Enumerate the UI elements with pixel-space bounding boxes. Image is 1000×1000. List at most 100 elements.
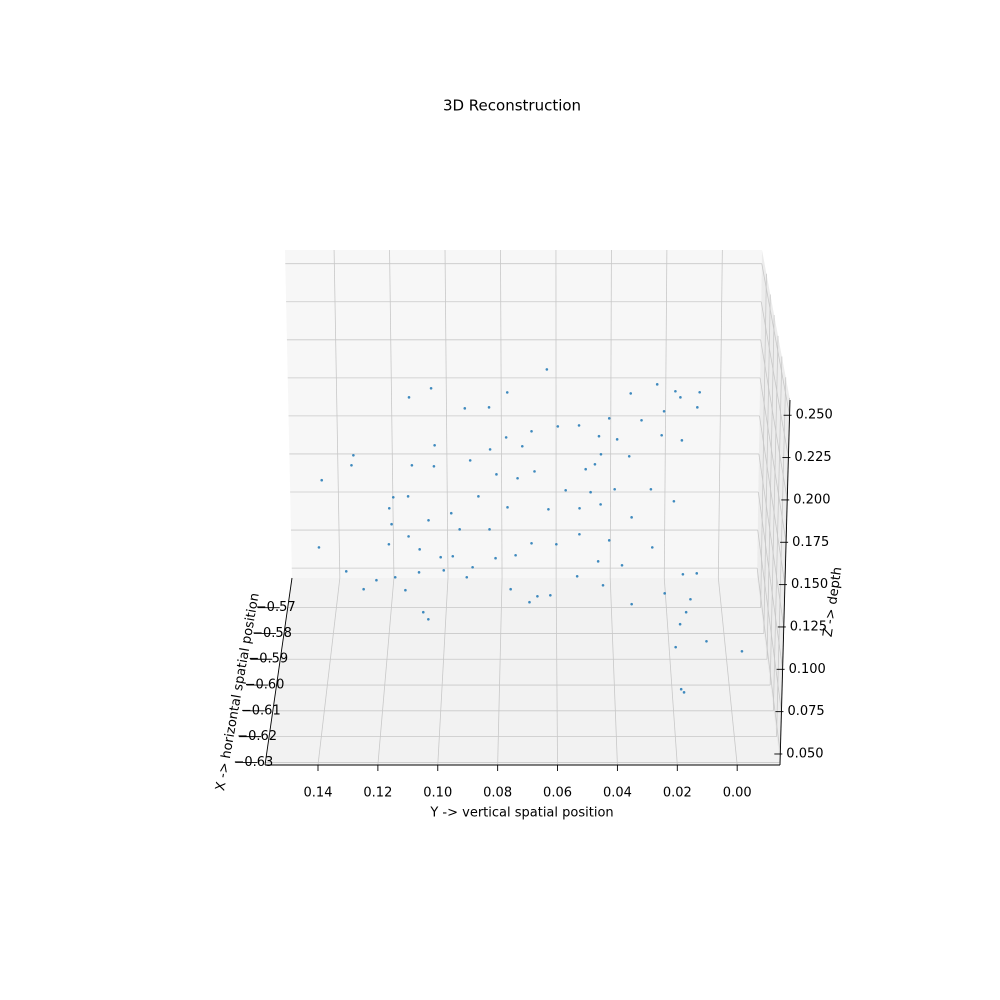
point [655, 383, 659, 386]
point [578, 507, 581, 510]
y-tick-label: 0.04 [603, 786, 632, 801]
x-tick-label: −0.63 [233, 755, 273, 770]
grid-line [760, 339, 788, 500]
point [465, 575, 469, 579]
point [601, 583, 605, 587]
point [684, 610, 688, 614]
point [545, 368, 549, 371]
y-tick-label: 0.00 [723, 786, 752, 801]
point [504, 436, 508, 439]
grid-line [756, 568, 781, 755]
z-tick-label: 0.250 [796, 408, 833, 423]
z-tick-label: 0.075 [787, 704, 824, 719]
point [421, 610, 425, 614]
point [630, 516, 633, 519]
floor-pane [265, 578, 780, 765]
point [577, 424, 581, 427]
point [536, 594, 539, 598]
point [649, 487, 653, 491]
point [547, 507, 550, 511]
grid-line [759, 377, 787, 543]
point [533, 470, 536, 473]
point [530, 541, 533, 545]
point [317, 546, 321, 549]
y-tick-label: 0.12 [363, 786, 392, 801]
point [509, 587, 512, 591]
point [487, 406, 491, 409]
point [680, 439, 684, 442]
point [320, 478, 324, 482]
z-tick-label: 0.175 [792, 535, 829, 550]
point [407, 396, 411, 399]
point [375, 578, 378, 582]
point [429, 387, 433, 390]
grid-line [758, 453, 785, 628]
grid-line [757, 530, 782, 712]
point [427, 518, 430, 522]
point [458, 528, 461, 531]
point [410, 463, 414, 467]
y-tick-label: 0.10 [423, 786, 452, 801]
point [549, 594, 552, 597]
point [488, 528, 491, 531]
point [556, 425, 560, 428]
point [599, 452, 603, 456]
grid-line [437, 577, 449, 766]
point [432, 464, 436, 468]
grid-line [663, 249, 668, 579]
grid-line [333, 249, 341, 579]
point [678, 622, 682, 626]
point [406, 495, 410, 498]
point [589, 490, 592, 494]
grid-line [377, 577, 395, 766]
grid-line [609, 249, 612, 579]
point [620, 563, 624, 567]
z-axis-line [779, 399, 791, 766]
point [439, 555, 442, 559]
point [660, 433, 663, 437]
point [417, 571, 421, 574]
point [344, 570, 348, 573]
point [584, 467, 587, 471]
point [674, 389, 677, 393]
grid-line [444, 249, 449, 579]
y-axis-label: Y -> vertical spatial position [429, 806, 613, 821]
point [650, 546, 654, 549]
x-tick-label: −0.57 [256, 600, 296, 615]
point [662, 409, 666, 413]
point [488, 448, 492, 451]
point [393, 575, 397, 579]
point [596, 560, 600, 563]
point [516, 476, 519, 480]
point [696, 406, 699, 409]
grid-line [760, 301, 789, 458]
point [404, 588, 407, 592]
grid-line [757, 491, 784, 670]
grid-line [717, 577, 738, 766]
point [514, 553, 517, 557]
point [495, 473, 498, 476]
point [630, 602, 633, 606]
point [442, 569, 446, 572]
point [682, 691, 686, 694]
point [528, 600, 531, 604]
z-tick-label: 0.050 [786, 746, 823, 761]
point [695, 572, 699, 575]
grid-line [555, 577, 558, 766]
point [705, 639, 708, 643]
point [387, 507, 391, 510]
point [530, 430, 533, 433]
grid-line [759, 415, 786, 585]
point [494, 556, 497, 560]
point [627, 454, 631, 458]
point [350, 463, 353, 467]
z-tick-label: 0.100 [789, 662, 826, 677]
x-axis-line [264, 577, 293, 766]
y-tick-label: 0.08 [483, 786, 512, 801]
grid-line [500, 249, 503, 579]
x-tick-label: −0.62 [237, 729, 277, 744]
point [672, 499, 676, 503]
point [463, 407, 467, 410]
point [599, 503, 602, 506]
